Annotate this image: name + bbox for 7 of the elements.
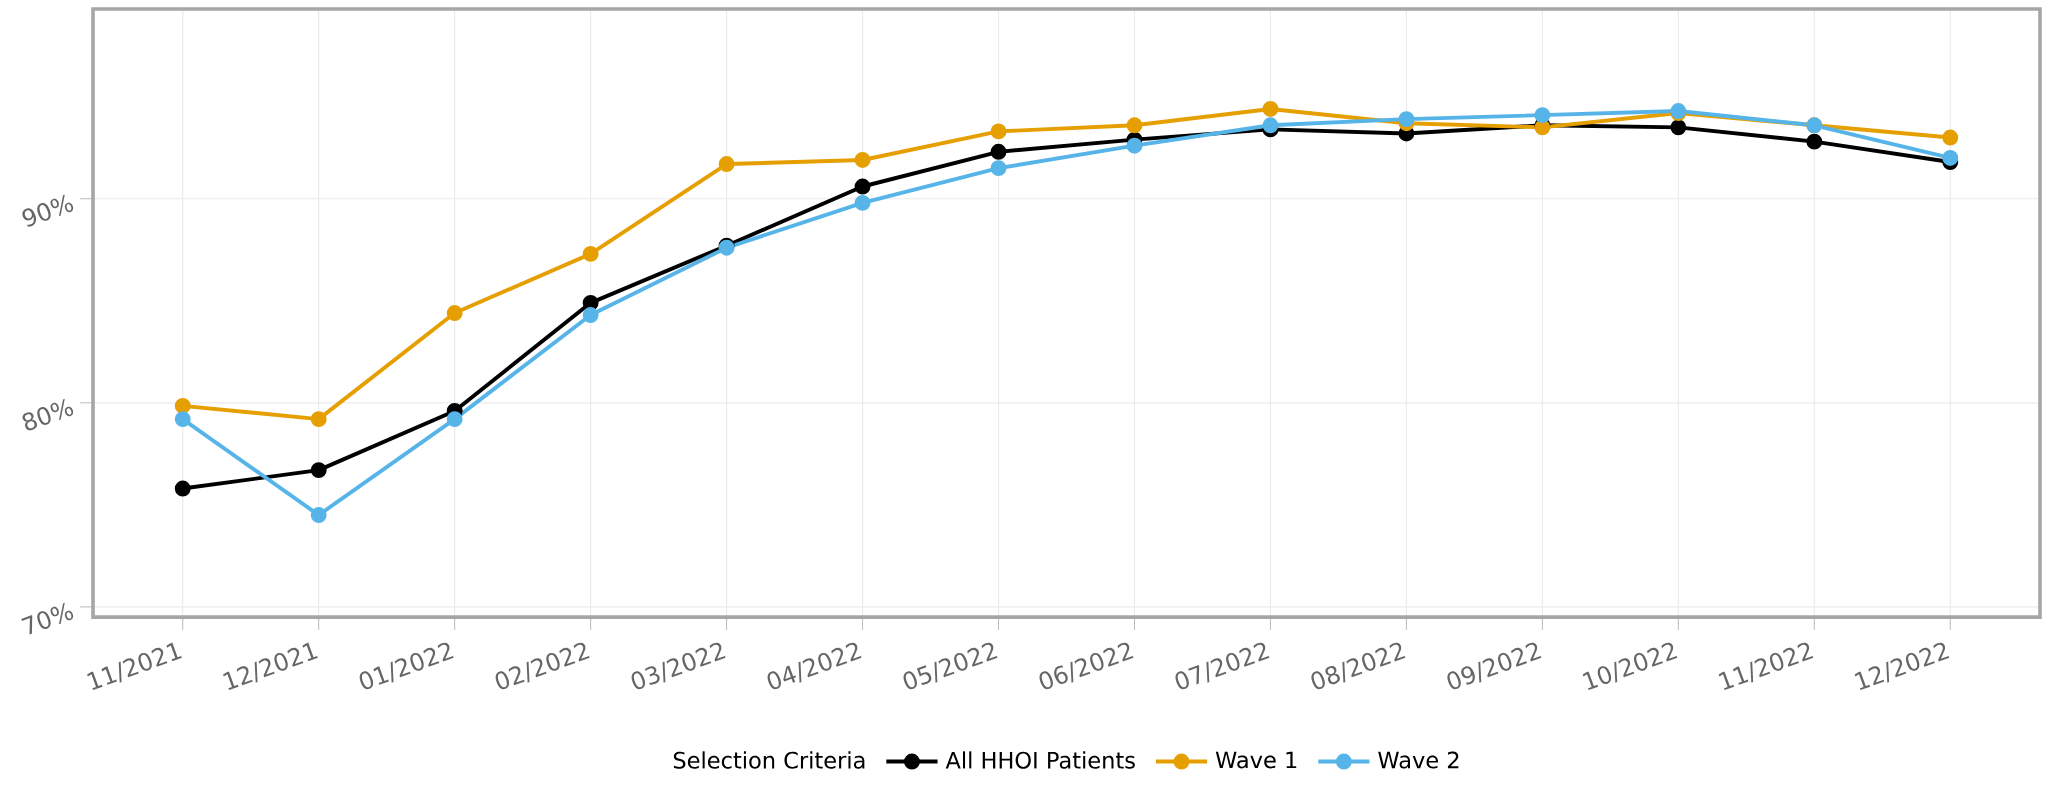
legend-title: Selection Criteria (673, 751, 865, 769)
y-tick-label: 90% (22, 194, 74, 227)
legend-label: Wave 2 (1378, 751, 1459, 769)
y-tick-label: 80% (22, 398, 74, 431)
legend-label: All HHOI Patients (945, 751, 1135, 769)
legend-label: Wave 1 (1215, 751, 1297, 769)
y-tick-label: 70% (21, 602, 74, 635)
